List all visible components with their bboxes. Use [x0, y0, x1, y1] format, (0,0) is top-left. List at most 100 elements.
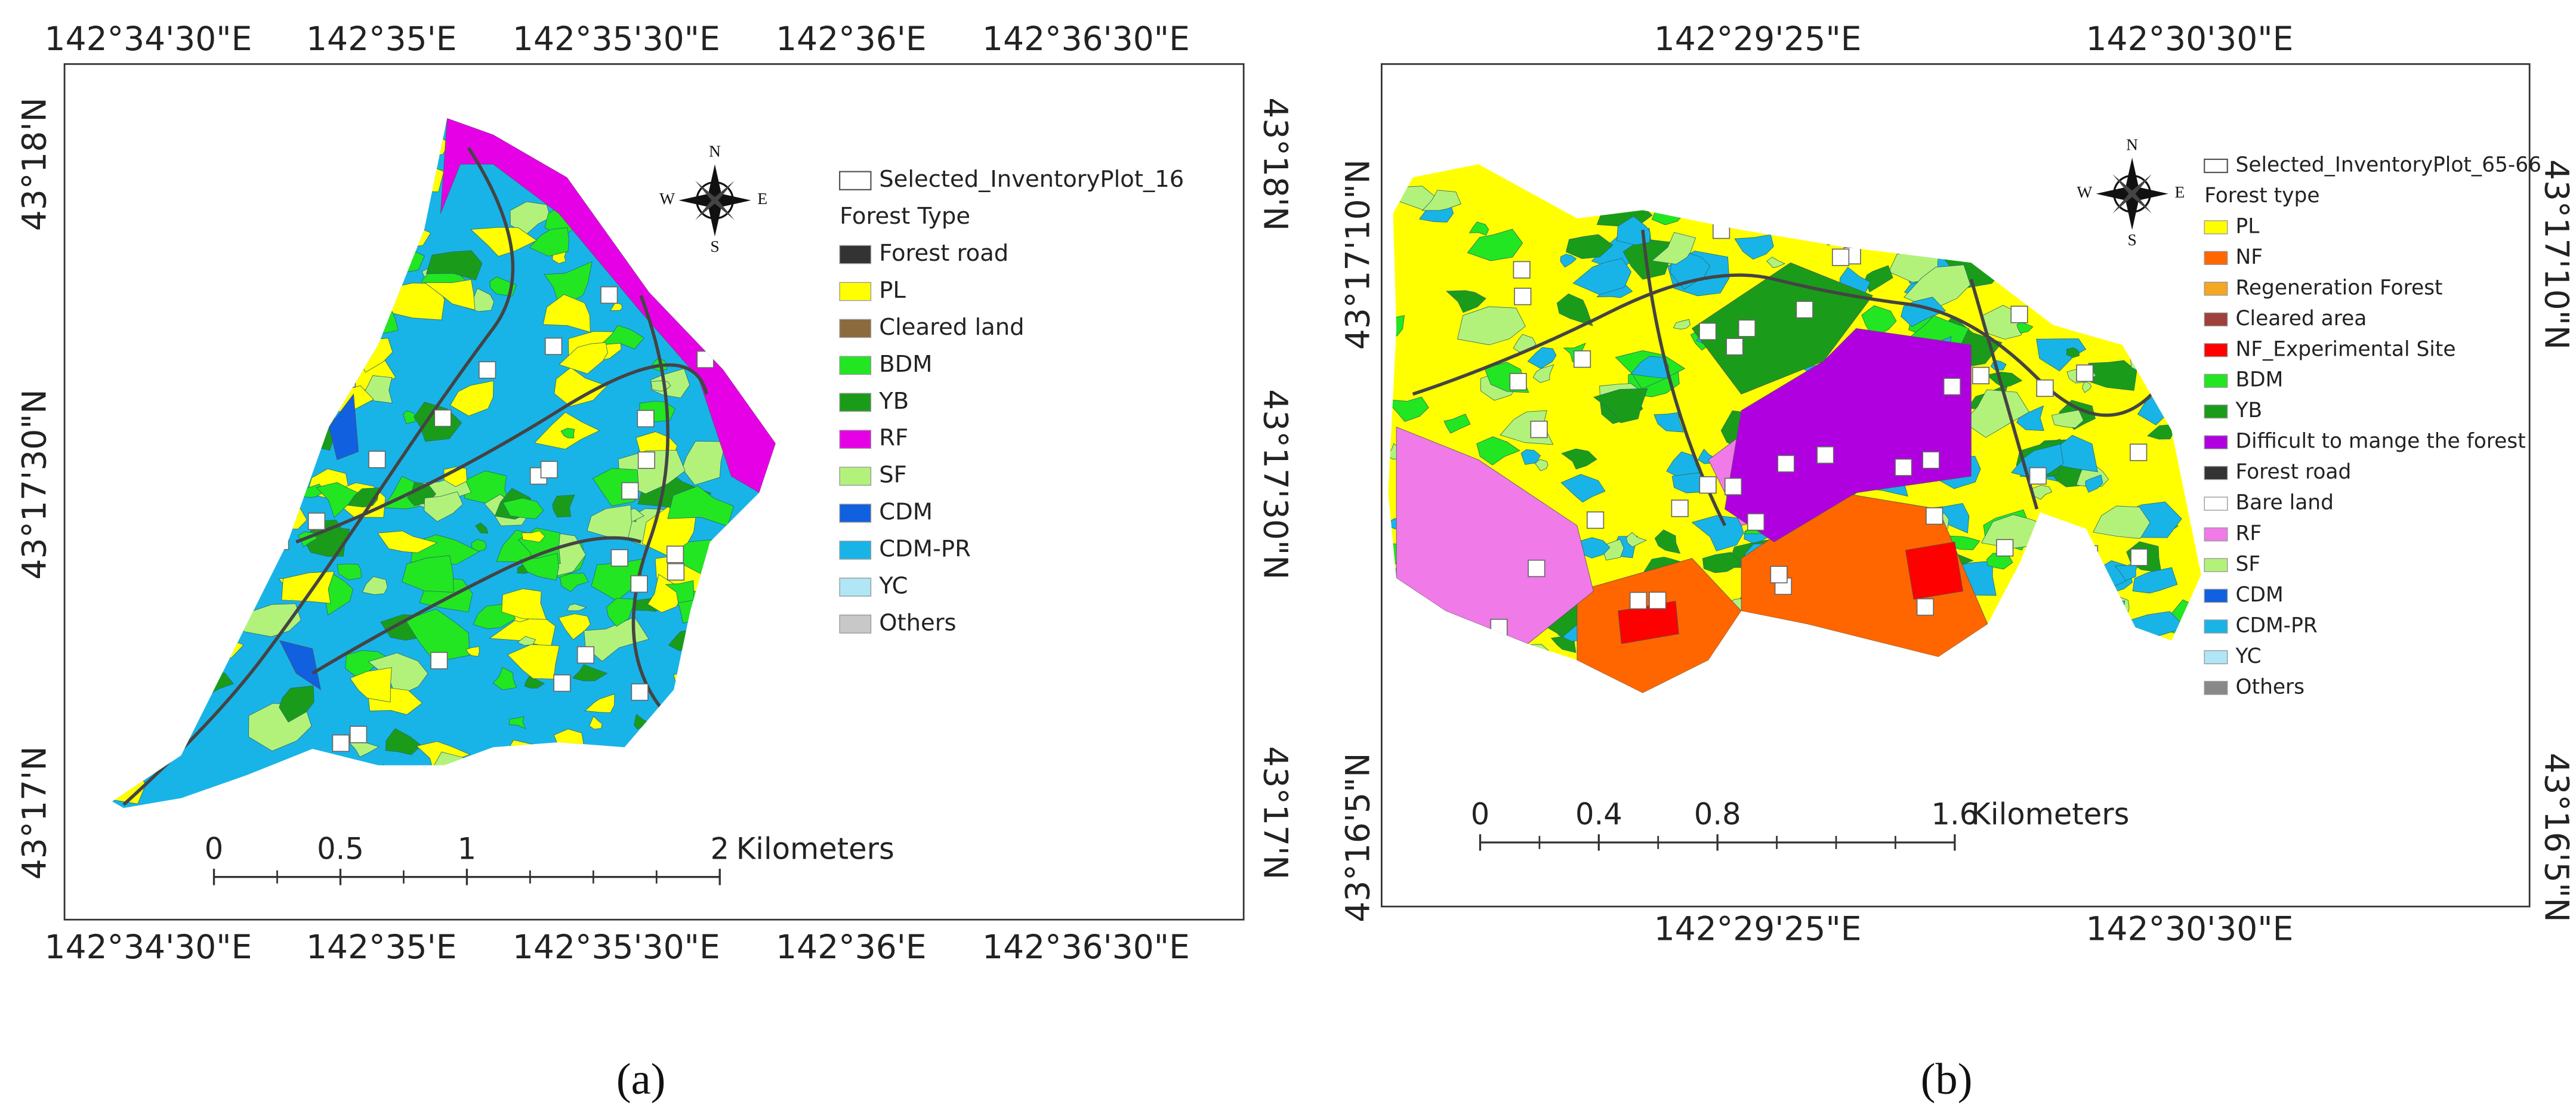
bottom-coordinate: 142°35'30"E — [513, 928, 720, 966]
legend-label: Others — [2236, 675, 2305, 699]
legend-swatch — [2204, 282, 2228, 296]
right-coordinate: 43°16'5"N — [2537, 753, 2575, 922]
forest-patch — [529, 227, 569, 257]
legend-label: Cleared land — [879, 314, 1024, 341]
forest-patch — [2016, 405, 2044, 431]
inventory-plot — [1514, 288, 1532, 306]
legend-label: NF_Experimental Site — [2236, 337, 2456, 361]
forest-patch — [2066, 347, 2080, 358]
legend-label: CDM — [2236, 583, 2284, 607]
forest-patch — [584, 693, 615, 713]
inventory-plot — [1671, 499, 1689, 517]
scale-label: 2 — [710, 831, 729, 866]
legend-swatch — [2204, 588, 2228, 603]
inventory-plot — [1513, 261, 1531, 279]
inventory-plot — [1649, 591, 1667, 609]
forest-patch — [519, 553, 559, 581]
inventory-plot — [1528, 559, 1545, 578]
legend-swatch — [839, 319, 872, 338]
legend: Selected_InventoryPlot_65-66 Forest type P… — [2204, 153, 2541, 699]
forest-patch — [609, 302, 623, 311]
legend-swatch — [839, 504, 872, 523]
forest-road — [311, 536, 642, 675]
forest-patch — [2036, 338, 2087, 372]
legend-swatch — [2204, 374, 2228, 388]
forest-patch — [1561, 448, 1597, 470]
legend-swatch — [2204, 465, 2228, 480]
forest-patch — [337, 563, 362, 581]
forest-patch — [667, 485, 735, 527]
top-coordinate: 142°36'30"E — [982, 20, 1190, 58]
forest-patch — [1560, 474, 1606, 503]
panel: 142°29'25"E 142°30'30"E 142°29'25"E 142°30'… — [1339, 20, 2576, 1104]
forest-patch — [402, 555, 454, 593]
forest-patch — [2093, 505, 2151, 539]
forest-patch — [1691, 515, 1744, 551]
inventory-plot — [1573, 350, 1591, 368]
forest-patch — [1734, 234, 1774, 260]
inventory-plot — [1943, 378, 1961, 396]
forest-patch — [552, 495, 575, 518]
forest-patch — [1904, 264, 1971, 310]
left-coordinate: 43°16'5"N — [1339, 753, 1377, 922]
legend-heading: Forest type — [2204, 184, 2319, 208]
forest-patch — [544, 261, 593, 308]
legend-swatch — [2204, 558, 2228, 572]
forest-patch — [1671, 472, 1707, 493]
inventory-plot — [1777, 455, 1795, 473]
forest-patch — [559, 342, 608, 374]
inventory-plot — [1922, 451, 1940, 469]
forest-patch — [1560, 254, 1577, 268]
legend-swatch — [839, 245, 872, 264]
legend-label: SF — [879, 462, 907, 489]
forest-patch — [502, 498, 544, 519]
inventory-plot — [1816, 446, 1834, 464]
forest-patch — [589, 715, 603, 730]
inventory-plot — [434, 409, 452, 427]
panel-caption: (a) — [616, 1055, 665, 1104]
bottom-coordinate: 142°29'25"E — [1654, 910, 1862, 948]
inventory-plot — [1895, 458, 1912, 476]
legend-label: YC — [2235, 644, 2262, 668]
legend-label: NF — [2236, 245, 2263, 269]
right-coordinate: 43°17'N — [1257, 746, 1295, 880]
forest-patch — [560, 428, 575, 439]
forest-patch — [2051, 409, 2084, 428]
forest-patch — [1702, 552, 1742, 573]
forest-patch — [424, 279, 476, 310]
right-coordinate: 43°18'N — [1257, 97, 1295, 231]
inventory-plot — [2130, 548, 2148, 566]
inventory-plot — [667, 563, 685, 581]
legend-label: BDM — [2236, 368, 2284, 392]
legend-label: Selected_InventoryPlot_16 — [879, 166, 1184, 193]
legend: Selected_InventoryPlot_16 Forest Type Fore… — [839, 166, 1184, 636]
legend-label: Regeneration Forest — [2236, 276, 2443, 300]
legend-swatch — [839, 356, 872, 375]
legend-swatch — [2204, 496, 2228, 511]
scale-label: 0.8 — [1694, 797, 1741, 832]
left-coordinate: 43°17'30"N — [15, 389, 53, 579]
legend-swatch — [839, 393, 872, 412]
forest-patch — [507, 644, 560, 680]
inventory-plot — [1770, 566, 1788, 584]
inventory-plot — [1738, 319, 1756, 337]
legend-label: PL — [879, 277, 906, 304]
inventory-plot — [1996, 539, 2014, 557]
inventory-plot — [1699, 476, 1717, 494]
inventory-plot — [1509, 373, 1527, 391]
scale-label: 0.4 — [1575, 797, 1622, 832]
inventory-plot — [1530, 421, 1548, 439]
forest-patch — [425, 250, 483, 281]
compass-e: E — [757, 189, 767, 208]
forest-patch — [542, 294, 591, 333]
inventory-plot — [1726, 338, 1744, 356]
bottom-coordinate: 142°34'30"E — [45, 928, 252, 966]
inventory-plot — [350, 726, 368, 743]
legend-label: Selected_InventoryPlot_65-66 — [2236, 153, 2541, 177]
legend-label: YB — [878, 388, 909, 415]
forest-patch — [501, 588, 547, 620]
inventory-plot — [621, 482, 639, 500]
forest-patch — [465, 646, 480, 657]
legend-label: SF — [2236, 553, 2261, 576]
forest-patch — [405, 609, 470, 662]
